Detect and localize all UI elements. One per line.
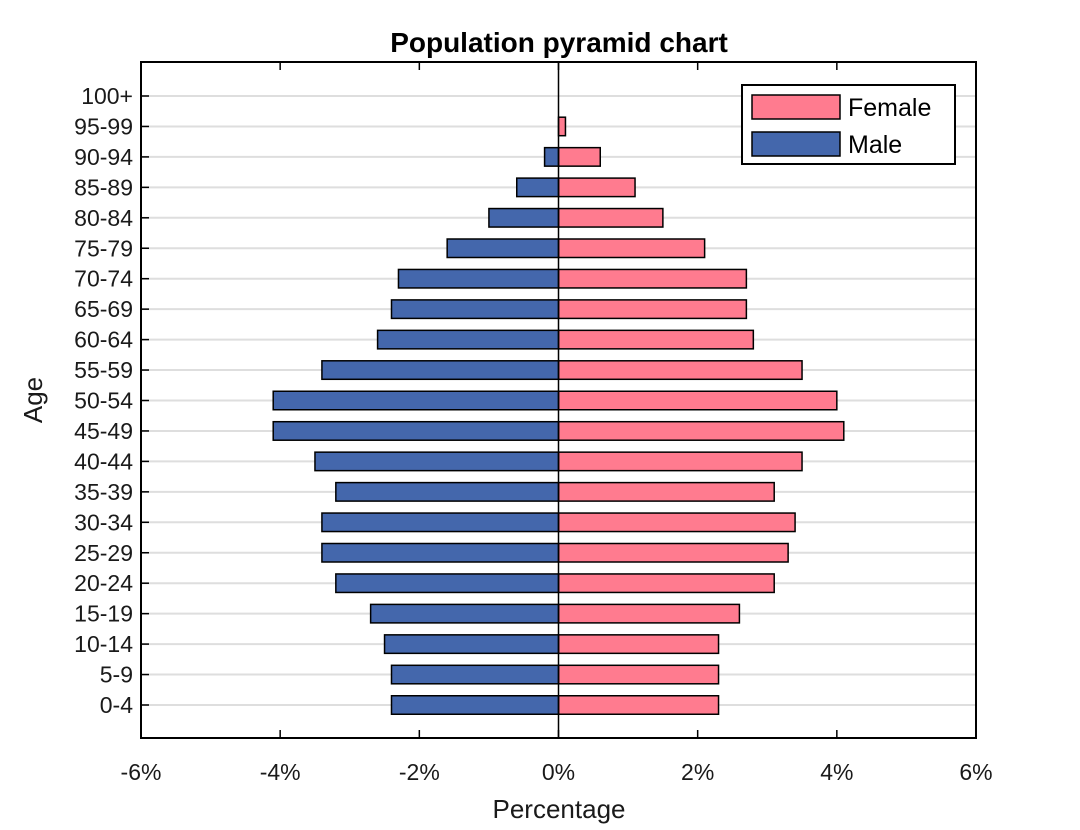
bar-male-80-84 (488, 207, 560, 228)
legend-label-male: Male (848, 131, 902, 159)
x-tick-label: 6% (959, 759, 992, 785)
y-axis-label: Age (18, 377, 48, 423)
bar-male-15-19 (369, 603, 560, 624)
y-tick-label: 5-9 (100, 662, 133, 688)
bar-female-50-54 (557, 390, 838, 411)
bar-female-65-69 (557, 299, 748, 320)
y-tick-label: 10-14 (74, 631, 133, 657)
legend-swatch-male (751, 131, 841, 157)
bar-male-65-69 (390, 299, 560, 320)
bar-male-70-74 (397, 268, 560, 289)
y-tick-label: 95-99 (74, 113, 133, 139)
bar-female-30-34 (557, 512, 796, 533)
bar-male-40-44 (314, 451, 560, 472)
y-tick-label: 0-4 (100, 692, 133, 718)
bar-female-45-49 (557, 420, 845, 441)
legend-label-female: Female (848, 94, 931, 122)
legend-swatch-female (751, 94, 841, 120)
x-tick-label: 4% (820, 759, 853, 785)
x-axis-label: Percentage (493, 794, 626, 824)
bar-male-60-64 (376, 329, 560, 350)
bar-female-0-4 (557, 695, 720, 715)
bar-female-55-59 (557, 360, 803, 381)
x-tick-label: -6% (121, 759, 162, 785)
y-tick-label: 30-34 (74, 509, 133, 535)
bar-female-40-44 (557, 451, 803, 472)
legend: Female Male (741, 84, 956, 165)
bar-female-10-14 (557, 634, 720, 655)
y-tick-label: 70-74 (74, 266, 133, 292)
y-tick-label: 25-29 (74, 540, 133, 566)
y-tick-label: 75-79 (74, 235, 133, 261)
y-tick-label: 60-64 (74, 327, 133, 353)
bar-male-25-29 (321, 542, 560, 563)
bar-female-95-99 (557, 116, 567, 137)
y-tick-label: 55-59 (74, 357, 133, 383)
bar-female-85-89 (557, 177, 636, 198)
x-tick-label: -4% (260, 759, 301, 785)
bar-male-45-49 (272, 420, 560, 441)
y-tick-label: 85-89 (74, 174, 133, 200)
x-tick-label: 2% (681, 759, 714, 785)
y-tick-label: 20-24 (74, 570, 133, 596)
bar-male-50-54 (272, 390, 560, 411)
bar-male-0-4 (390, 695, 560, 715)
bar-female-25-29 (557, 542, 789, 563)
bar-male-5-9 (390, 664, 560, 685)
bar-female-90-94 (557, 146, 601, 167)
y-tick-label: 65-69 (74, 296, 133, 322)
y-tick-label: 40-44 (74, 448, 133, 474)
x-tick-label: -2% (399, 759, 440, 785)
bar-male-10-14 (383, 634, 560, 655)
bar-male-85-89 (516, 177, 560, 198)
y-tick-label: 35-39 (74, 479, 133, 505)
bar-female-70-74 (557, 268, 748, 289)
y-tick-label: 100+ (81, 83, 133, 109)
bar-male-55-59 (321, 360, 560, 381)
chart-title: Population pyramid chart (390, 27, 728, 58)
x-axis-ticks: -6% -4% -2% 0% 2% 4% 6% (121, 62, 993, 785)
bar-male-75-79 (446, 238, 560, 259)
bar-male-30-34 (321, 512, 560, 533)
bar-female-15-19 (557, 603, 741, 624)
bar-male-20-24 (335, 573, 560, 594)
bar-female-20-24 (557, 573, 775, 594)
bar-female-60-64 (557, 329, 755, 350)
y-tick-label: 45-49 (74, 418, 133, 444)
bar-female-5-9 (557, 664, 720, 685)
y-tick-label: 90-94 (74, 144, 133, 170)
x-tick-label: 0% (542, 759, 575, 785)
bar-male-90-94 (543, 146, 560, 167)
y-tick-label: 80-84 (74, 205, 133, 231)
bar-female-80-84 (557, 207, 664, 228)
bar-female-35-39 (557, 481, 775, 502)
y-tick-label: 50-54 (74, 388, 133, 414)
y-tick-label: 15-19 (74, 601, 133, 627)
bar-female-75-79 (557, 238, 706, 259)
bar-male-35-39 (335, 481, 560, 502)
y-axis-ticks: 0-4 5-9 10-14 15-19 20-24 25-29 30-34 35-39 40-4… (74, 83, 149, 718)
